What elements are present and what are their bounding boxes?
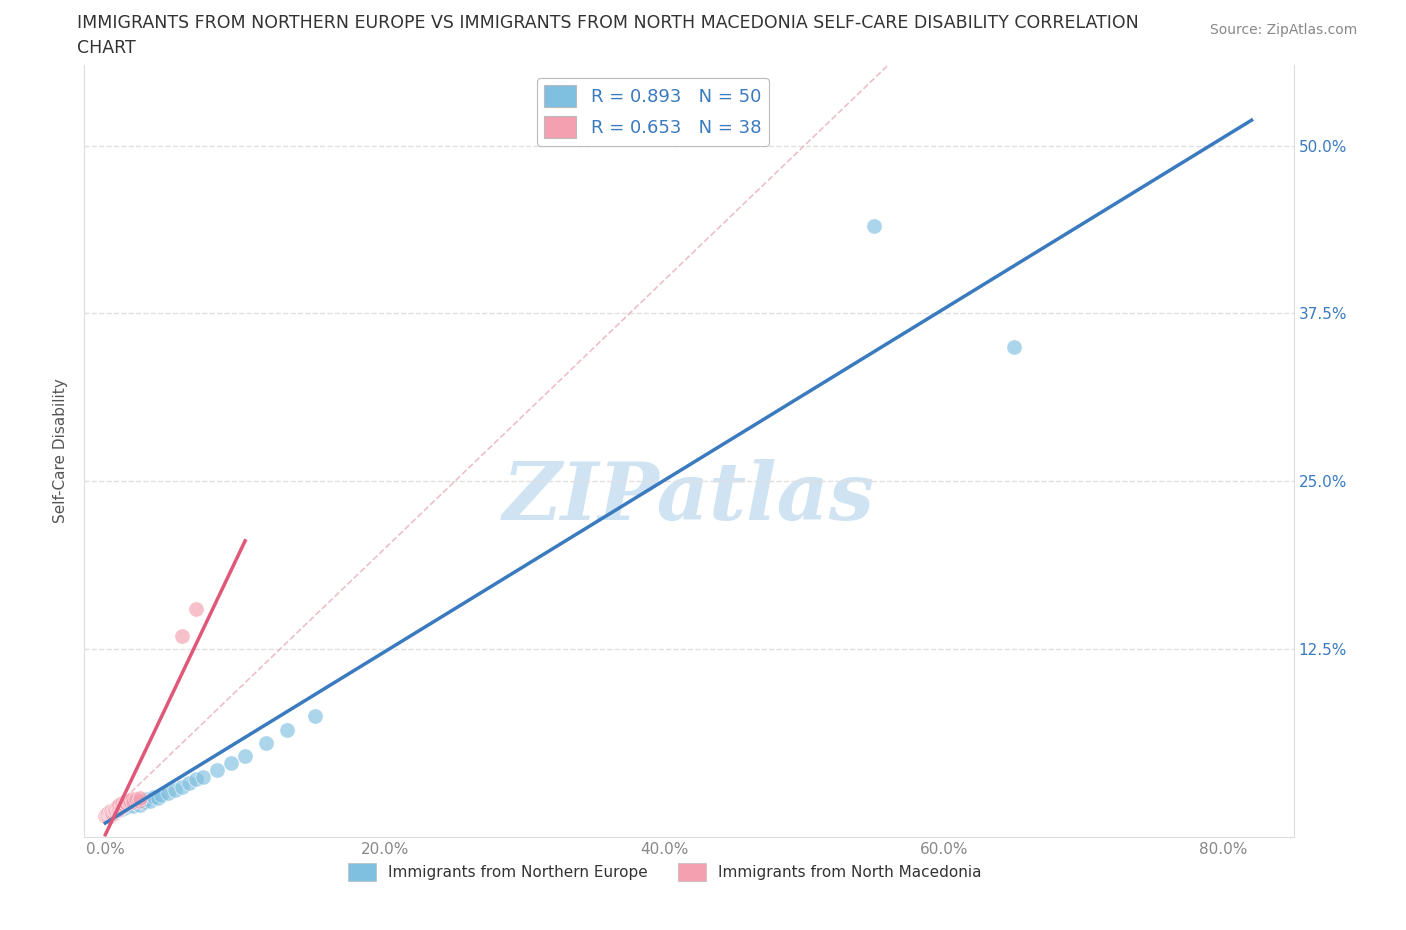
Point <box>110 800 132 815</box>
Point <box>233 749 256 764</box>
Point <box>112 796 135 811</box>
Point <box>110 800 132 815</box>
Point <box>100 805 122 820</box>
Point <box>128 793 150 808</box>
Point <box>98 806 121 821</box>
Point <box>219 756 242 771</box>
Point <box>112 797 135 812</box>
Point <box>276 723 298 737</box>
Point <box>139 793 162 808</box>
Text: CHART: CHART <box>77 39 136 57</box>
Point <box>108 797 131 812</box>
Point <box>165 782 187 797</box>
Point <box>157 785 180 800</box>
Point <box>122 794 145 809</box>
Point <box>98 804 121 819</box>
Point <box>111 799 134 814</box>
Point <box>98 808 121 823</box>
Point <box>117 793 139 808</box>
Point <box>105 803 128 817</box>
Point <box>101 804 124 819</box>
Point <box>105 800 128 815</box>
Point <box>105 803 128 817</box>
Point <box>205 763 228 777</box>
Point <box>117 797 139 812</box>
Point <box>101 805 124 820</box>
Point <box>863 219 886 233</box>
Point <box>104 804 127 819</box>
Point <box>121 792 143 807</box>
Point <box>96 806 118 821</box>
Point <box>98 805 121 820</box>
Point <box>103 805 125 820</box>
Point <box>118 794 141 809</box>
Point <box>101 806 124 821</box>
Point <box>94 808 117 823</box>
Point <box>150 788 173 803</box>
Point <box>98 808 121 823</box>
Point <box>100 806 122 821</box>
Point <box>97 808 120 823</box>
Point <box>172 780 194 795</box>
Point <box>134 794 156 809</box>
Point <box>108 802 131 817</box>
Text: Source: ZipAtlas.com: Source: ZipAtlas.com <box>1209 23 1357 37</box>
Point <box>1002 339 1025 354</box>
Legend: Immigrants from Northern Europe, Immigrants from North Macedonia: Immigrants from Northern Europe, Immigra… <box>342 857 987 887</box>
Point <box>104 804 127 819</box>
Point <box>107 799 129 814</box>
Point <box>304 709 326 724</box>
Point <box>97 808 120 823</box>
Point <box>108 803 131 817</box>
Point <box>97 805 120 820</box>
Point <box>115 800 138 815</box>
Y-axis label: Self-Care Disability: Self-Care Disability <box>53 379 69 524</box>
Point <box>100 806 122 821</box>
Text: IMMIGRANTS FROM NORTHERN EUROPE VS IMMIGRANTS FROM NORTH MACEDONIA SELF-CARE DIS: IMMIGRANTS FROM NORTHERN EUROPE VS IMMIG… <box>77 14 1139 32</box>
Point <box>179 776 201 790</box>
Point <box>111 802 134 817</box>
Point <box>193 769 215 784</box>
Point <box>129 790 152 805</box>
Point <box>186 772 208 787</box>
Point <box>103 803 125 817</box>
Point <box>107 803 129 817</box>
Point <box>97 805 120 820</box>
Point <box>105 800 128 815</box>
Point <box>148 790 170 805</box>
Point <box>108 799 131 814</box>
Point <box>112 799 135 814</box>
Point <box>96 808 118 823</box>
Point <box>96 808 118 823</box>
Point <box>125 792 148 807</box>
Point <box>100 804 122 819</box>
Point <box>143 790 166 804</box>
Point <box>96 806 118 821</box>
Point <box>107 802 129 817</box>
Point <box>129 797 152 812</box>
Point <box>104 802 127 817</box>
Point <box>101 806 124 821</box>
Point <box>103 805 125 820</box>
Point <box>254 736 277 751</box>
Point <box>115 796 138 811</box>
Point <box>129 793 152 808</box>
Point <box>120 796 142 811</box>
Point <box>136 792 159 807</box>
Point <box>172 628 194 643</box>
Point <box>104 802 127 817</box>
Point <box>186 602 208 617</box>
Point <box>125 796 148 811</box>
Point <box>120 793 142 808</box>
Point <box>122 799 145 814</box>
Text: ZIPatlas: ZIPatlas <box>503 458 875 536</box>
Point <box>114 794 136 809</box>
Point <box>111 796 134 811</box>
Point <box>98 806 121 821</box>
